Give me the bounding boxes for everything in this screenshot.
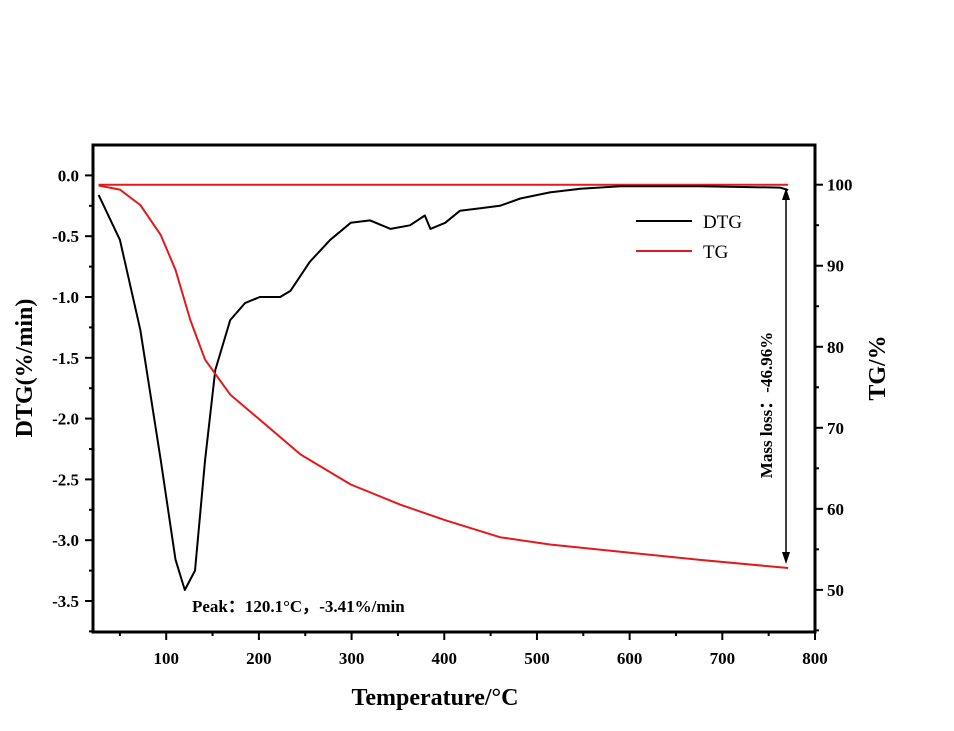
series-dtg-line	[97, 185, 789, 591]
y-right-tick-label: 70	[827, 419, 844, 438]
x-tick-label: 700	[710, 649, 736, 668]
x-tick-label: 400	[432, 649, 458, 668]
y-right-tick-label: 90	[827, 257, 844, 276]
x-tick-label: 200	[246, 649, 272, 668]
x-tick-label: 300	[339, 649, 365, 668]
peak-annotation: Peak：120.1°C，-3.41%/min	[192, 597, 405, 616]
y-right-tick-label: 60	[827, 500, 844, 519]
y-left-tick-label: -0.5	[52, 227, 79, 246]
x-tick-label: 100	[153, 649, 179, 668]
mass-loss-arrow	[782, 188, 790, 564]
x-tick-label: 800	[802, 649, 828, 668]
y-right-tick-label: 80	[827, 338, 844, 357]
legend: DTG TG	[636, 212, 742, 263]
y-left-tick-label: -1.5	[52, 349, 79, 368]
legend-label-dtg: DTG	[703, 212, 742, 233]
y-right-tick-label: 100	[827, 176, 853, 195]
y-left-tick-label: -1.0	[52, 288, 79, 307]
legend-label-tg: TG	[703, 242, 729, 263]
y-left-tick-label: -2.5	[52, 470, 79, 489]
y-left-tick-label: 0.0	[58, 166, 79, 185]
x-tick-label: 500	[524, 649, 550, 668]
y-axis-label-left: DTG(%/min)	[12, 299, 38, 438]
y-left-tick-label: -3.5	[52, 592, 79, 611]
y-left-tick-label: -3.0	[52, 531, 79, 550]
series-tg-line	[98, 184, 789, 569]
y-right-tick-label: 50	[827, 581, 844, 600]
y-axis-label-right: TG/%	[865, 335, 891, 400]
y-left-tick-label: -2.0	[52, 410, 79, 429]
x-tick-label: 600	[617, 649, 643, 668]
x-axis-label: Temperature/°C	[352, 685, 519, 711]
mass-loss-annotation: Mass loss：-46.96%	[757, 332, 776, 478]
